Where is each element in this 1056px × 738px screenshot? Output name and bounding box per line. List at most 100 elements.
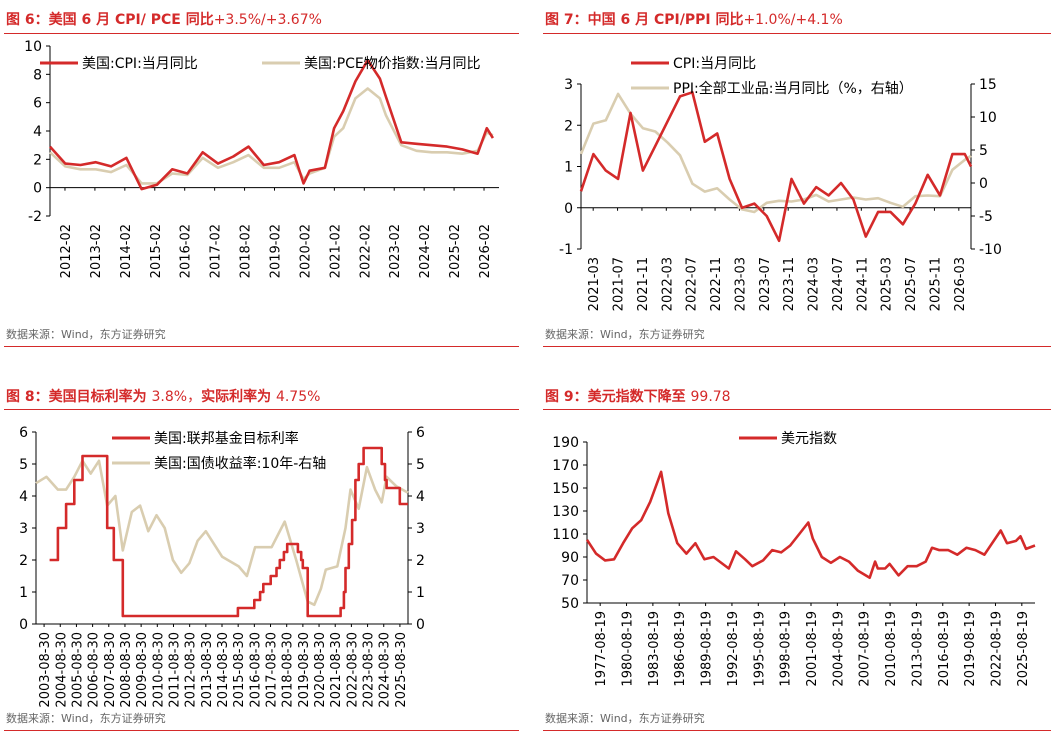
legend-label-0: CPI:当月同比 [673,56,756,72]
x-tick-label: 2011-08-30 [167,632,182,708]
series-line-1 [35,459,409,607]
x-tick-label: 2007-08-19 [858,611,873,687]
title-main: 美元指数下降至 [587,389,691,405]
x-tick-label: 2019-02 [269,224,284,278]
y-tick-label: -1 [559,242,573,258]
legend-label-1: 美国:国债收益率:10年-右轴 [154,455,326,472]
x-tick-label: 2021-07 [612,257,627,311]
x-tick-label: 2017-02 [209,224,224,278]
x-tick-label: 2025-02 [448,224,463,278]
x-tick-label: 2020-02 [298,224,313,278]
x-tick-label: 2021-08-30 [329,632,344,708]
x-tick-label: 2025-07 [904,257,919,311]
y-tick-label: 8 [33,67,42,83]
x-tick-label: 2012-02 [59,224,74,278]
x-tick-label: 2020-08-30 [313,632,328,708]
panel-fig7: 图 7：中国 6 月 CPI/PPI 同比+1.0%/+4.1% -1 0 1 2 3-… [543,0,1051,350]
title-suffix: +3.5%/+3.67% [213,12,322,28]
bottom-rule [543,730,1051,731]
x-tick-label: 1980-08-19 [621,611,636,687]
x-tick-label: 2001-08-19 [805,611,820,687]
y2-tick-label: 10 [979,110,997,126]
x-tick-label: 2022-08-30 [345,632,360,708]
y-tick-label: 170 [552,458,579,474]
x-tick-label: 2016-08-30 [248,632,263,708]
x-tick-label: 2024-07 [831,257,846,311]
y2-tick-label: 0 [416,617,425,633]
y-tick-label: 50 [561,596,579,612]
x-tick-label: 2013-08-30 [200,632,215,708]
y-tick-label: 0 [564,201,573,217]
y-tick-label: 0 [19,617,28,633]
x-tick-label: 2025-08-30 [394,632,409,708]
x-tick-label: 2014-02 [119,224,134,278]
x-tick-label: 2022-02 [358,224,373,278]
bottom-rule [4,730,519,731]
title-suffix: 4.75% [275,389,321,405]
y2-tick-label: 3 [416,521,425,537]
y-tick-label: 2 [33,152,42,168]
title-rule [4,409,519,410]
chart-plot: 50 70 90 110 130 150 170 190 1977-08-19 1980-08-1… [552,431,1036,687]
x-tick-label: 2016-02 [179,224,194,278]
x-tick-label: 2025-08-19 [1016,611,1031,687]
y-tick-label: 90 [561,550,579,566]
legend-label-1: PPI:全部工业品:当月同比（%，右轴） [673,80,913,97]
bottom-rule [4,346,519,347]
y-tick-label: 70 [561,573,579,589]
x-tick-label: 2014-08-30 [216,632,231,708]
x-tick-label: 2013-02 [89,224,104,278]
chart-title: 图 8：美国目标利率为 3.8%，实际利率为 4.75% [6,386,320,406]
chart-title: 图 6：美国 6 月 CPI/ PCE 同比+3.5%/+3.67% [6,9,322,29]
x-tick-label: 2023-11 [782,257,797,311]
y-tick-label: 1 [564,160,573,176]
x-tick-label: 2017-08-30 [265,632,280,708]
y-tick-label: 190 [552,435,579,451]
x-tick-label: 2024-02 [418,224,433,278]
y-tick-label: 3 [19,521,28,537]
x-tick-label: 1977-08-19 [594,611,609,687]
title-prefix: 图 8： [6,389,49,405]
panel-fig9: 图 9：美元指数下降至 99.78 50 70 90 110 130 150 170 190 1… [543,378,1051,736]
y-tick-label: -2 [28,209,42,225]
y-tick-label: 0 [33,181,42,197]
title-rule [543,33,1051,34]
x-tick-label: 2010-08-30 [151,632,166,708]
chart-plot: -2 0 2 4 6 8 10 2012-02 2013-02 2014-02 2015-02 201… [24,39,499,278]
y-tick-label: 6 [19,425,28,441]
y2-tick-label: 0 [979,176,988,192]
bottom-rule [543,346,1051,347]
y-tick-label: 130 [552,504,579,520]
title-main: 中国 6 月 CPI/PPI 同比 [587,12,744,28]
series-line-1 [49,87,494,185]
source-note: 数据来源：Wind，东方证券研究 [6,712,166,725]
title-prefix: 图 9： [545,389,588,405]
x-tick-label: 2022-11 [709,257,724,311]
x-tick-label: 2015-08-30 [232,632,247,708]
y2-tick-label: 1 [416,585,425,601]
title-suffix: 99.78 [690,389,731,405]
chart-title: 图 7：中国 6 月 CPI/PPI 同比+1.0%/+4.1% [545,9,843,29]
x-tick-label: 2023-03 [733,257,748,311]
x-tick-label: 2019-08-30 [297,632,312,708]
x-tick-label: 1989-08-19 [700,611,715,687]
y2-tick-label: -10 [979,242,1002,258]
y-tick-label: 2 [19,553,28,569]
series-line-0 [579,91,973,243]
legend-label-1: 美国:PCE物价指数:当月同比 [304,56,481,72]
x-tick-label: 2026-02 [478,224,493,278]
x-tick-label: 2012-08-30 [184,632,199,708]
y-tick-label: 4 [33,124,42,140]
chart-title: 图 9：美元指数下降至 99.78 [545,386,731,406]
panel-fig8: 图 8：美国目标利率为 3.8%，实际利率为 4.75% 0 1 2 3 4 5 6 0 1 2 3… [4,378,519,736]
y2-tick-label: 4 [416,489,425,505]
y2-tick-label: 5 [979,143,988,159]
title-rule [543,409,1051,410]
x-tick-label: 2024-11 [855,257,870,311]
x-tick-label: 2019-08-19 [963,611,978,687]
x-tick-label: 2025-03 [880,257,895,311]
x-tick-label: 1998-08-19 [779,611,794,687]
x-tick-label: 2024-03 [807,257,822,311]
x-tick-label: 2021-02 [328,224,343,278]
